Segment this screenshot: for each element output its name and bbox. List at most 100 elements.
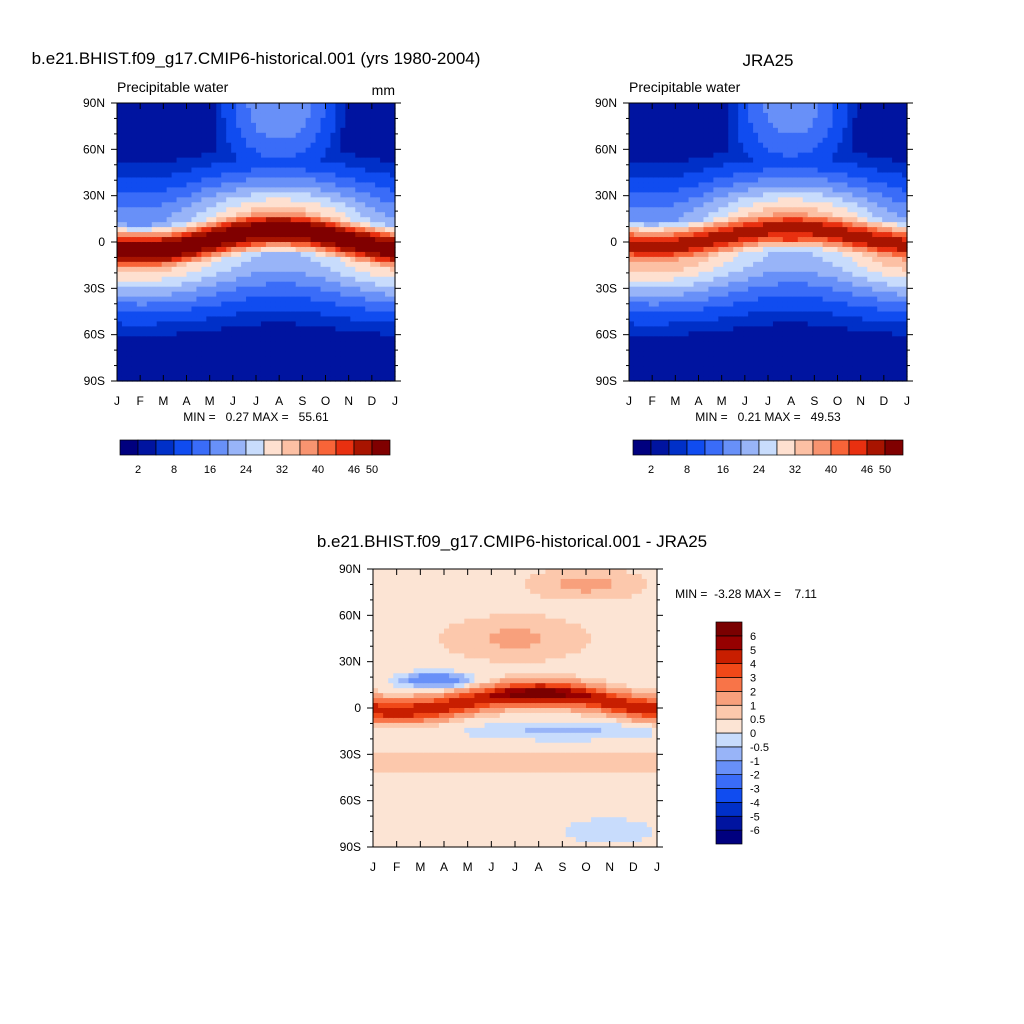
contour-cell (121, 242, 128, 248)
contour-cell (658, 207, 665, 213)
contour-cell (703, 182, 710, 188)
contour-cell (703, 222, 710, 228)
contour-cell (191, 296, 198, 303)
contour-cell (305, 376, 312, 382)
contour-cell (285, 147, 292, 154)
contour-cell (300, 321, 307, 327)
contour-cell (191, 351, 198, 357)
contour-cell (141, 107, 148, 114)
contour-cell (161, 286, 168, 293)
contour-cell (221, 217, 227, 223)
contour-cell (161, 107, 168, 114)
contour-cell (315, 251, 322, 258)
contour-cell (360, 207, 366, 213)
contour-cell (375, 256, 381, 263)
contour-cell (275, 177, 282, 184)
contour-cell (196, 261, 202, 268)
contour-cell (375, 321, 381, 327)
contour-cell (275, 222, 282, 228)
contour-cell (753, 336, 759, 342)
contour-cell (260, 376, 267, 382)
colorbar-swatch (353, 439, 373, 456)
contour-cell (146, 147, 153, 154)
contour-cell (390, 162, 396, 169)
contour-cell (290, 172, 297, 179)
contour-cell (683, 152, 690, 159)
contour-cell (216, 217, 222, 223)
contour-cell (260, 366, 267, 372)
contour-cell (703, 112, 710, 119)
contour-cell (191, 256, 198, 263)
contour-cell (345, 286, 351, 293)
contour-cell (265, 127, 272, 134)
contour-cell (151, 306, 158, 313)
contour-cell (723, 306, 729, 313)
contour-cell (678, 336, 685, 342)
contour-cell (777, 296, 784, 303)
contour-cell (300, 311, 307, 318)
contour-cell (370, 361, 376, 367)
contour-cell (733, 356, 739, 362)
contour-cell (256, 232, 262, 238)
contour-cell (718, 127, 724, 134)
contour-cell (126, 281, 133, 288)
contour-cell (693, 356, 700, 362)
contour-cell (728, 366, 734, 372)
contour-cell (126, 291, 133, 298)
contour-cell (668, 197, 675, 203)
contour-cell (305, 301, 312, 308)
contour-cell (236, 122, 242, 129)
contour-cell (156, 172, 163, 179)
contour-cell (275, 237, 282, 243)
contour-cell (241, 157, 247, 164)
contour-cell (216, 316, 222, 323)
contour-cell (733, 142, 739, 149)
contour-cell (638, 182, 645, 188)
contour-cell (703, 242, 710, 248)
contour-cell (698, 137, 705, 144)
contour-cell (753, 251, 759, 258)
contour-cell (260, 217, 267, 223)
contour-cell (216, 266, 222, 273)
contour-cell (236, 296, 242, 303)
contour-cell (728, 197, 734, 203)
contour-cell (305, 311, 312, 318)
contour-cell (753, 137, 759, 144)
contour-cell (330, 376, 337, 382)
contour-cell (231, 311, 237, 318)
contour-cell (151, 237, 158, 243)
contour-cell (231, 207, 237, 213)
contour-cell (246, 157, 252, 164)
contour-cell (156, 132, 163, 139)
colorbar-swatch (119, 439, 139, 456)
contour-cell (251, 366, 257, 372)
contour-cell (171, 103, 178, 109)
contour-cell (206, 157, 212, 164)
contour-cell (738, 291, 744, 298)
contour-cell (146, 331, 153, 337)
contour-cell (643, 127, 650, 134)
contour-cell (370, 147, 376, 154)
contour-cell (768, 182, 774, 188)
contour-cell (117, 246, 123, 253)
contour-cell (280, 251, 287, 258)
contour-cell (126, 147, 133, 154)
contour-cell (156, 237, 163, 243)
contour-fill (629, 103, 908, 382)
contour-cell (121, 147, 128, 154)
contour-cell (703, 157, 710, 164)
contour-cell (251, 281, 257, 288)
contour-cell (325, 207, 332, 213)
contour-cell (141, 281, 148, 288)
contour-cell (380, 112, 386, 119)
contour-cell (723, 157, 729, 164)
contour-cell (688, 157, 695, 164)
contour-cell (733, 261, 739, 268)
contour-cell (385, 117, 391, 124)
contour-cell (295, 351, 302, 357)
contour-cell (320, 316, 327, 323)
contour-cell (370, 122, 376, 129)
contour-cell (638, 326, 645, 332)
contour-cell (251, 167, 257, 174)
contour-cell (335, 172, 341, 179)
